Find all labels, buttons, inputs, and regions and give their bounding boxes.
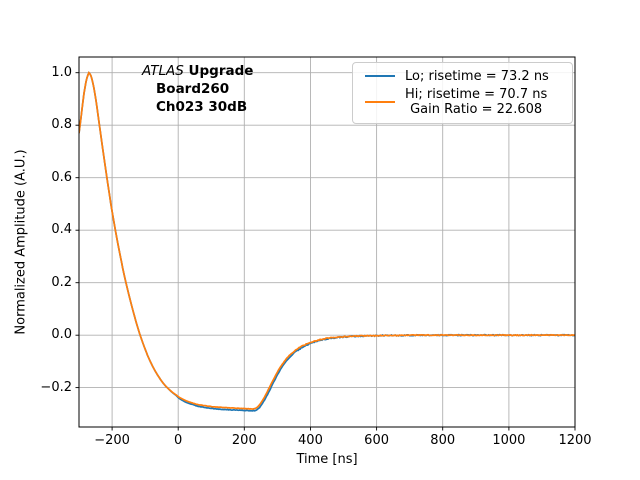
- annotation-line-1: ATLAS Upgrade: [142, 62, 253, 80]
- x-tick-label: −200: [94, 433, 130, 448]
- annotation-line-3: Ch023 30dB: [156, 99, 248, 115]
- plot-annotation: ATLAS Upgrade Board260 Ch023 30dB: [142, 62, 253, 116]
- y-tick-label: 0.2: [51, 274, 72, 290]
- y-tick-label: 0.4: [51, 222, 72, 238]
- legend-item-hi: Hi; risetime = 70.7 ns Gain Ratio = 22.6…: [353, 87, 572, 118]
- legend-label-hi-line1: Hi; risetime = 70.7 ns: [405, 86, 548, 102]
- y-tick-label: 0.6: [51, 169, 72, 185]
- x-tick-label: 400: [298, 433, 323, 448]
- legend-label-lo: Lo; risetime = 73.2 ns: [405, 68, 549, 84]
- plot-frame: [78, 56, 576, 428]
- legend-label-hi-line2: Gain Ratio = 22.608: [410, 102, 543, 117]
- x-tick-label: 0: [174, 433, 183, 448]
- legend-line-sample-hi: [365, 101, 395, 103]
- annotation-experiment: ATLAS: [142, 63, 184, 79]
- y-axis-label: Normalized Amplitude (A.U.): [13, 149, 29, 335]
- y-tick-label: 0.8: [51, 117, 72, 133]
- y-tick-label: 0.0: [51, 327, 72, 343]
- legend-item-lo: Lo; risetime = 73.2 ns: [353, 69, 572, 85]
- annotation-line-2: Board260: [156, 81, 230, 97]
- legend-line-sample-lo: [365, 75, 395, 78]
- x-tick-label: 800: [430, 433, 456, 448]
- x-tick-label: 1200: [558, 433, 592, 448]
- x-tick-label: 200: [231, 433, 257, 448]
- series-line-hi: [79, 71, 575, 410]
- annotation-title: Upgrade: [183, 63, 254, 79]
- y-tick-label: 1.0: [51, 64, 72, 80]
- x-tick-label: 1000: [492, 433, 526, 448]
- y-tick-label: −0.2: [40, 379, 72, 395]
- legend-label-hi: Hi; risetime = 70.7 ns Gain Ratio = 22.6…: [405, 87, 547, 118]
- legend: Lo; risetime = 73.2 ns Hi; risetime = 70…: [352, 62, 573, 124]
- x-axis-label: Time [ns]: [296, 452, 358, 467]
- x-tick-label: 600: [364, 433, 389, 448]
